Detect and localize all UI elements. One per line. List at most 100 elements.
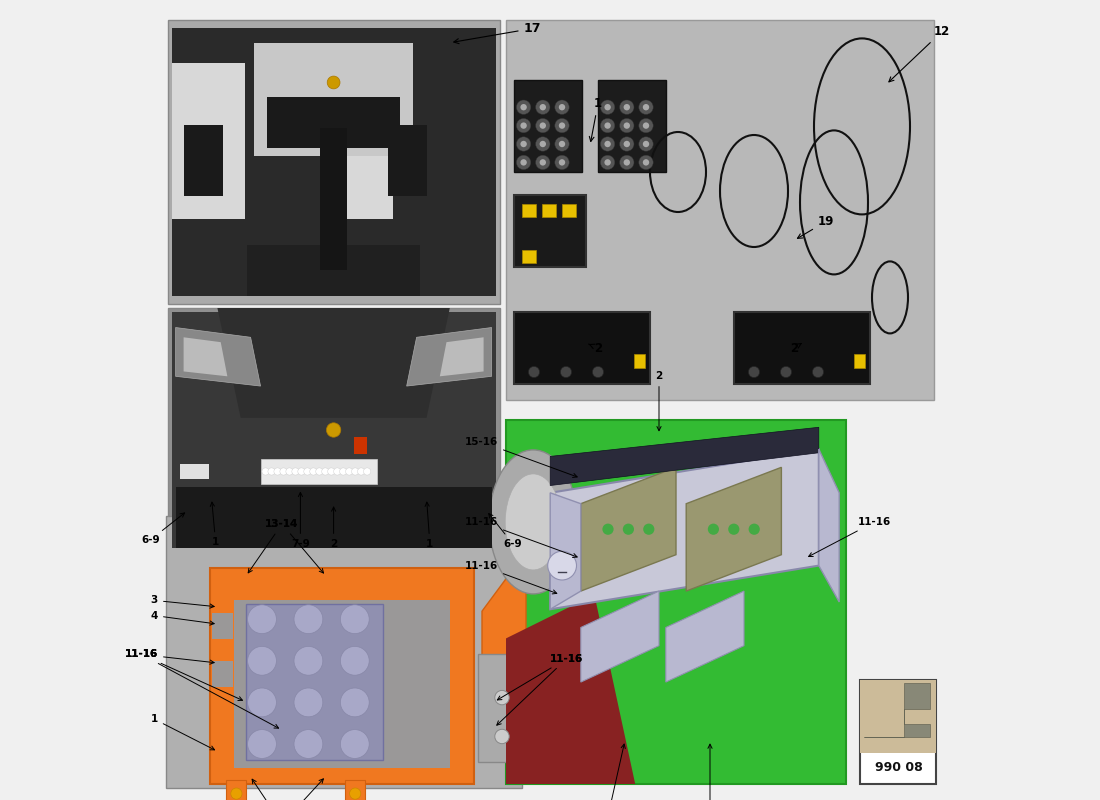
- Text: 13-14: 13-14: [249, 519, 299, 573]
- Circle shape: [294, 605, 322, 634]
- Text: 11-16: 11-16: [497, 654, 583, 700]
- Bar: [211, 614, 233, 639]
- Circle shape: [340, 688, 370, 717]
- Circle shape: [340, 468, 346, 475]
- Circle shape: [316, 468, 323, 475]
- Circle shape: [604, 122, 611, 129]
- Circle shape: [345, 468, 353, 475]
- Circle shape: [340, 646, 370, 675]
- Circle shape: [536, 118, 550, 133]
- Circle shape: [350, 788, 361, 799]
- Polygon shape: [550, 493, 581, 610]
- Circle shape: [286, 468, 293, 475]
- Bar: [634, 354, 645, 368]
- Circle shape: [520, 141, 527, 147]
- Text: a passion
for
parts since 1985: a passion for parts since 1985: [569, 496, 803, 576]
- Circle shape: [352, 468, 359, 475]
- Text: 11-16: 11-16: [124, 650, 242, 701]
- Circle shape: [624, 104, 630, 110]
- Text: 1: 1: [425, 502, 433, 549]
- Text: 6-9: 6-9: [488, 514, 522, 549]
- Polygon shape: [818, 449, 839, 602]
- Polygon shape: [218, 308, 450, 418]
- Bar: [320, 62, 393, 218]
- Polygon shape: [184, 338, 228, 376]
- Bar: [344, 780, 365, 800]
- Bar: [234, 600, 450, 768]
- Circle shape: [520, 159, 527, 166]
- Text: 1: 1: [210, 502, 219, 547]
- Text: 13-14: 13-14: [252, 779, 299, 800]
- Bar: [478, 654, 526, 762]
- Bar: [166, 516, 522, 788]
- Text: 12: 12: [889, 25, 950, 82]
- Text: 8-10: 8-10: [595, 744, 625, 800]
- Circle shape: [495, 690, 509, 705]
- Circle shape: [520, 104, 527, 110]
- Circle shape: [340, 605, 370, 634]
- Bar: [172, 312, 496, 548]
- Circle shape: [294, 688, 322, 717]
- Circle shape: [248, 605, 276, 634]
- Circle shape: [333, 468, 341, 475]
- Ellipse shape: [505, 474, 561, 570]
- Bar: [211, 661, 233, 686]
- Polygon shape: [172, 28, 496, 296]
- Circle shape: [749, 523, 760, 534]
- Bar: [172, 62, 244, 218]
- Circle shape: [536, 155, 550, 170]
- Circle shape: [593, 366, 604, 378]
- Circle shape: [310, 468, 317, 475]
- Circle shape: [516, 137, 531, 151]
- Bar: [506, 420, 846, 784]
- Circle shape: [536, 100, 550, 114]
- Circle shape: [559, 104, 565, 110]
- Circle shape: [813, 366, 824, 378]
- Text: 6-9: 6-9: [141, 513, 185, 545]
- Text: 2: 2: [588, 342, 602, 354]
- Circle shape: [298, 468, 305, 475]
- Polygon shape: [176, 327, 261, 386]
- Bar: [254, 42, 414, 156]
- Bar: [734, 312, 870, 384]
- Bar: [210, 568, 474, 784]
- Circle shape: [624, 141, 630, 147]
- Bar: [542, 204, 557, 217]
- Bar: [320, 128, 346, 270]
- Circle shape: [619, 100, 634, 114]
- Circle shape: [495, 730, 509, 744]
- Circle shape: [624, 159, 630, 166]
- Bar: [854, 354, 865, 368]
- Bar: [514, 195, 586, 267]
- Bar: [167, 308, 499, 552]
- Circle shape: [604, 141, 611, 147]
- Circle shape: [327, 422, 341, 437]
- Circle shape: [294, 730, 322, 758]
- Circle shape: [560, 366, 572, 378]
- Bar: [248, 245, 420, 296]
- Text: 13-14: 13-14: [265, 779, 323, 800]
- Text: 5-8-9: 5-8-9: [695, 744, 725, 800]
- Text: 11-16: 11-16: [124, 650, 278, 728]
- Circle shape: [601, 155, 615, 170]
- Text: 11-16: 11-16: [124, 650, 214, 664]
- Circle shape: [559, 141, 565, 147]
- Ellipse shape: [490, 450, 578, 594]
- Text: 1: 1: [151, 714, 214, 750]
- Bar: [226, 780, 246, 800]
- Text: 3: 3: [151, 595, 214, 608]
- Polygon shape: [666, 591, 744, 682]
- Circle shape: [536, 137, 550, 151]
- Bar: [167, 20, 499, 304]
- Text: 2: 2: [790, 342, 801, 354]
- Bar: [860, 680, 936, 784]
- Text: 990 08: 990 08: [874, 761, 922, 774]
- Text: 2: 2: [330, 507, 338, 549]
- Circle shape: [540, 159, 546, 166]
- Polygon shape: [865, 683, 931, 738]
- Bar: [179, 464, 209, 478]
- Circle shape: [292, 468, 299, 475]
- Circle shape: [516, 100, 531, 114]
- Circle shape: [619, 155, 634, 170]
- Bar: [514, 80, 582, 172]
